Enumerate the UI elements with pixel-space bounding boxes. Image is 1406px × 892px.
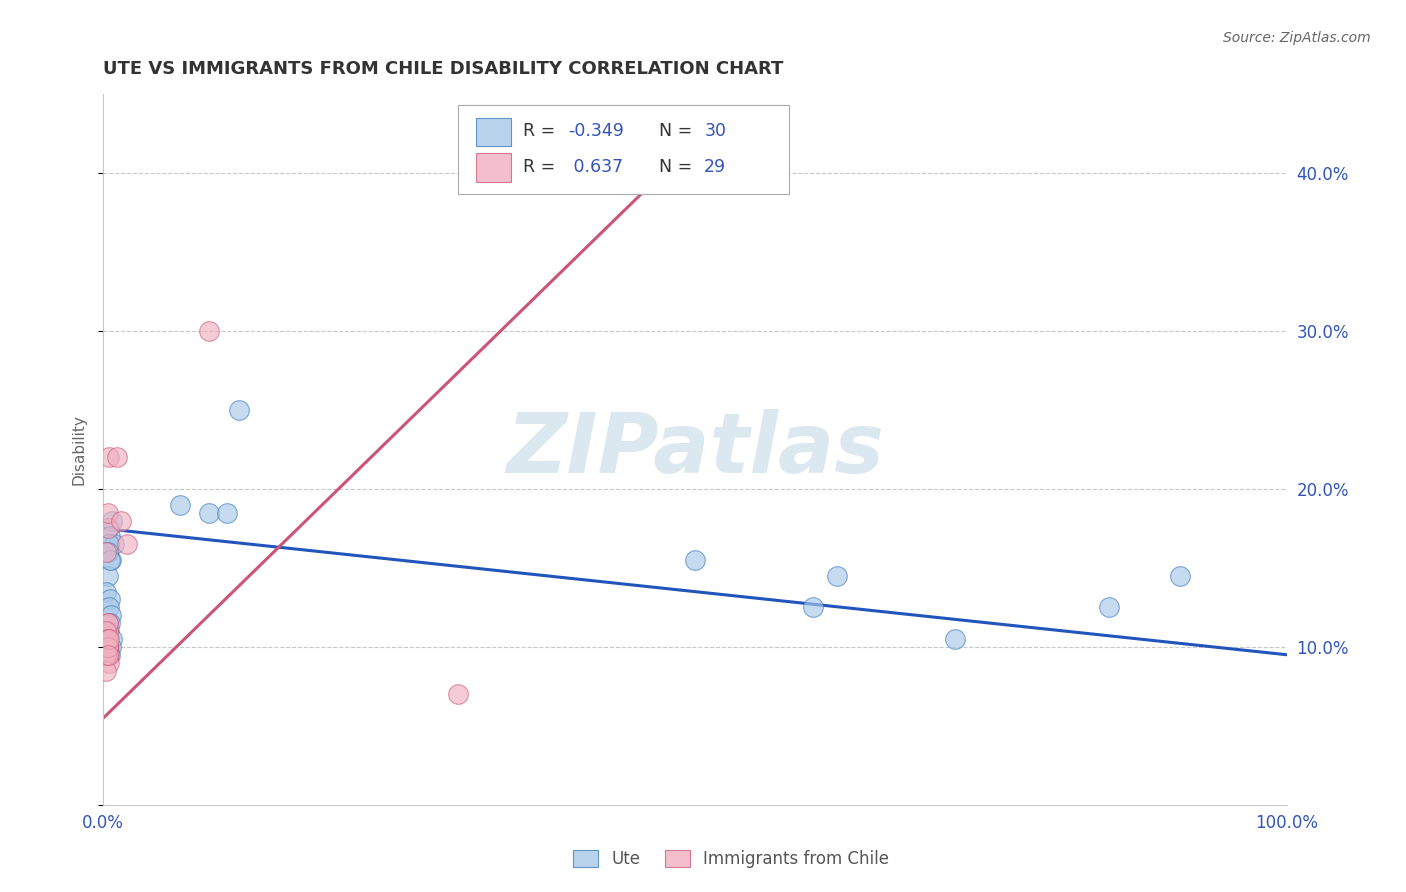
Point — [96, 632, 118, 646]
Point — [97, 600, 120, 615]
Point — [825, 569, 848, 583]
Point — [97, 521, 120, 535]
Point — [101, 514, 124, 528]
Point — [110, 514, 132, 528]
FancyBboxPatch shape — [458, 105, 789, 194]
Text: UTE VS IMMIGRANTS FROM CHILE DISABILITY CORRELATION CHART: UTE VS IMMIGRANTS FROM CHILE DISABILITY … — [103, 60, 783, 78]
Point — [96, 584, 118, 599]
Point — [98, 648, 121, 662]
Point — [97, 569, 120, 583]
Point — [943, 632, 966, 646]
Point — [198, 324, 221, 338]
Point — [101, 632, 124, 646]
Text: N =: N = — [659, 158, 697, 176]
Point — [169, 498, 191, 512]
Point — [97, 624, 120, 638]
Point — [1098, 600, 1121, 615]
Point — [100, 640, 122, 654]
Text: ZIPatlas: ZIPatlas — [506, 409, 884, 490]
Text: -0.349: -0.349 — [568, 122, 624, 140]
Point — [96, 648, 118, 662]
Point — [98, 553, 121, 567]
Text: 0.637: 0.637 — [568, 158, 623, 176]
Point — [103, 537, 125, 551]
Text: R =: R = — [523, 122, 561, 140]
Point — [97, 624, 120, 638]
Point — [96, 632, 118, 646]
Point — [100, 553, 122, 567]
Point — [97, 521, 120, 535]
FancyBboxPatch shape — [475, 153, 512, 182]
Point — [97, 656, 120, 670]
Point — [228, 403, 250, 417]
Text: 29: 29 — [704, 158, 727, 176]
Point — [97, 616, 120, 631]
Point — [100, 608, 122, 623]
Text: 30: 30 — [704, 122, 727, 140]
Point — [97, 640, 120, 654]
Point — [115, 537, 138, 551]
Point — [447, 687, 470, 701]
Point — [96, 640, 118, 654]
Point — [97, 640, 120, 654]
Point — [97, 506, 120, 520]
Point — [96, 624, 118, 638]
Point — [198, 506, 221, 520]
Point — [217, 506, 239, 520]
Point — [1168, 569, 1191, 583]
Point — [98, 529, 121, 543]
Point — [97, 640, 120, 654]
Point — [97, 616, 120, 631]
Point — [97, 545, 120, 559]
FancyBboxPatch shape — [475, 118, 512, 146]
Point — [97, 632, 120, 646]
Point — [801, 600, 824, 615]
Point — [97, 450, 120, 465]
Point — [96, 545, 118, 559]
Point — [97, 648, 120, 662]
Point — [96, 648, 118, 662]
Point — [105, 450, 128, 465]
Point — [97, 537, 120, 551]
Point — [683, 553, 706, 567]
Point — [97, 648, 120, 662]
Point — [97, 640, 120, 654]
Text: Source: ZipAtlas.com: Source: ZipAtlas.com — [1223, 31, 1371, 45]
Point — [98, 616, 121, 631]
Y-axis label: Disability: Disability — [72, 414, 86, 485]
Point — [97, 632, 120, 646]
Text: N =: N = — [659, 122, 697, 140]
Text: R =: R = — [523, 158, 561, 176]
Point — [96, 664, 118, 678]
Point — [96, 632, 118, 646]
Point — [97, 640, 120, 654]
Legend: Ute, Immigrants from Chile: Ute, Immigrants from Chile — [567, 843, 896, 875]
Point — [98, 592, 121, 607]
Point — [97, 632, 120, 646]
